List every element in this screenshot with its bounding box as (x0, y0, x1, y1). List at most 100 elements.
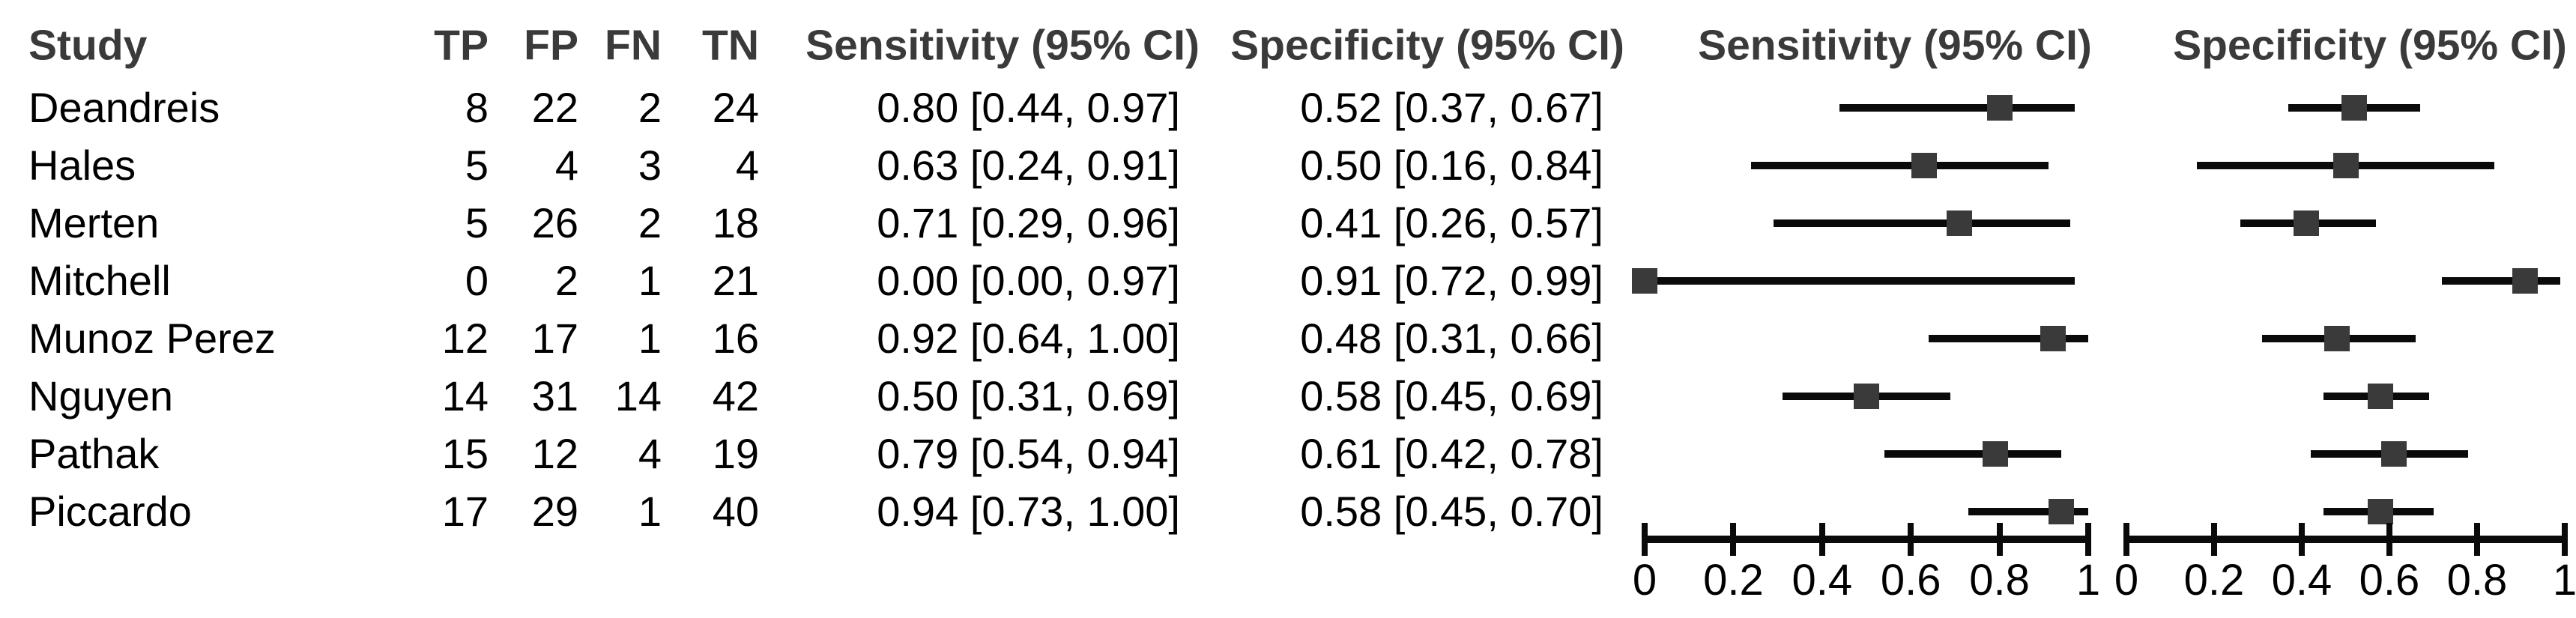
study-name: Merten (28, 199, 160, 246)
fn-value: 2 (638, 84, 662, 131)
plot-header-specificity: Specificity (95% CI) (2173, 21, 2567, 70)
x-axis-tick-label: 0.6 (1880, 556, 1941, 605)
confidence-interval-line (1645, 277, 2075, 285)
tn-value: 18 (712, 199, 759, 246)
tp-value: 12 (441, 315, 489, 362)
sensitivity-ci-text: 0.79 [0.54, 0.94] (877, 430, 1180, 477)
sensitivity-ci-text: 0.50 [0.31, 0.69] (877, 372, 1180, 419)
x-axis-line (1642, 536, 2091, 543)
tp-value: 8 (465, 84, 489, 131)
fn-value: 1 (638, 315, 662, 362)
plot-header-sensitivity: Sensitivity (95% CI) (1698, 21, 2092, 70)
confidence-interval-line (1968, 508, 2088, 515)
x-axis-tick-label: 0.4 (1792, 556, 1853, 605)
sensitivity-ci-text: 0.94 [0.73, 1.00] (877, 488, 1180, 535)
x-axis-tick-label: 0 (2114, 556, 2139, 605)
column-header-specificity-ci: Specificity (95% CI) (1230, 21, 1624, 70)
sensitivity-ci-text: 0.00 [0.00, 0.97] (877, 257, 1180, 304)
fn-value: 14 (614, 372, 662, 419)
x-axis-tick (2562, 523, 2568, 556)
point-estimate-marker (2040, 326, 2066, 351)
specificity-ci-text: 0.50 [0.16, 0.84] (1300, 142, 1603, 189)
tn-value: 19 (712, 430, 759, 477)
x-axis-tick (1996, 523, 2003, 556)
confidence-interval-line (1839, 104, 2075, 112)
x-axis-tick-label: 0.6 (2359, 556, 2420, 605)
x-axis-tick (2299, 523, 2305, 556)
point-estimate-marker (2368, 499, 2394, 524)
confidence-interval-line (1928, 335, 2088, 342)
fp-value: 26 (531, 199, 578, 246)
sensitivity-ci-text: 0.92 [0.64, 1.00] (877, 315, 1180, 362)
fp-value: 29 (531, 488, 578, 535)
column-header-tn: TN (702, 21, 759, 70)
tp-value: 17 (441, 488, 489, 535)
x-axis-tick (2386, 523, 2392, 556)
x-axis-tick-label: 0.8 (1969, 556, 2030, 605)
fp-value: 2 (554, 257, 578, 304)
x-axis-tick (1818, 523, 1825, 556)
fp-value: 17 (531, 315, 578, 362)
x-axis-tick-label: 0 (1632, 556, 1657, 605)
study-name: Pathak (28, 430, 160, 477)
point-estimate-marker (2293, 210, 2319, 236)
tp-value: 14 (441, 372, 489, 419)
point-estimate-marker (2049, 499, 2075, 524)
x-axis-tick (2474, 523, 2480, 556)
fn-value: 2 (638, 199, 662, 246)
point-estimate-marker (2512, 268, 2539, 294)
specificity-ci-text: 0.52 [0.37, 0.67] (1300, 84, 1603, 131)
x-axis-tick-label: 0.4 (2271, 556, 2332, 605)
specificity-ci-text: 0.41 [0.26, 0.57] (1300, 199, 1603, 246)
fp-value: 31 (531, 372, 578, 419)
tp-value: 0 (465, 257, 489, 304)
tn-value: 24 (712, 84, 759, 131)
fn-value: 4 (638, 430, 662, 477)
x-axis-line (2123, 536, 2568, 543)
sensitivity-ci-text: 0.71 [0.29, 0.96] (877, 199, 1180, 246)
point-estimate-marker (1854, 384, 1879, 409)
column-header-tp: TP (434, 21, 489, 70)
point-estimate-marker (1911, 153, 1937, 178)
study-name: Nguyen (28, 372, 174, 419)
x-axis-tick (1730, 523, 1737, 556)
study-name: Mitchell (28, 257, 171, 304)
point-estimate-marker (2380, 441, 2407, 467)
specificity-ci-text: 0.48 [0.31, 0.66] (1300, 315, 1603, 362)
specificity-ci-text: 0.91 [0.72, 0.99] (1300, 257, 1603, 304)
confidence-interval-line (2442, 277, 2561, 285)
column-header-fp: FP (524, 21, 578, 70)
x-axis-tick-label: 0.2 (2183, 556, 2245, 605)
column-header-sensitivity-ci: Sensitivity (95% CI) (805, 21, 1200, 70)
point-estimate-marker (1632, 268, 1657, 294)
tp-value: 15 (441, 430, 489, 477)
fn-value: 1 (638, 257, 662, 304)
point-estimate-marker (1947, 210, 1973, 236)
specificity-ci-text: 0.58 [0.45, 0.70] (1300, 488, 1603, 535)
confidence-interval-line (1773, 219, 2071, 227)
study-name: Hales (28, 142, 136, 189)
column-header-fn: FN (605, 21, 662, 70)
tn-value: 42 (712, 372, 759, 419)
study-name: Deandreis (28, 84, 220, 131)
x-axis-tick (2085, 523, 2091, 556)
specificity-ci-text: 0.58 [0.45, 0.69] (1300, 372, 1603, 419)
point-estimate-marker (1986, 95, 2013, 121)
column-header-study: Study (28, 21, 148, 70)
point-estimate-marker (2332, 153, 2359, 178)
x-axis-tick-label: 0.8 (2446, 556, 2508, 605)
tn-value: 4 (735, 142, 759, 189)
point-estimate-marker (2341, 95, 2368, 121)
sensitivity-ci-text: 0.80 [0.44, 0.97] (877, 84, 1180, 131)
fp-value: 22 (531, 84, 578, 131)
tp-value: 5 (465, 142, 489, 189)
study-name: Munoz Perez (28, 315, 276, 362)
x-axis-tick (1642, 523, 1648, 556)
sensitivity-ci-text: 0.63 [0.24, 0.91] (877, 142, 1180, 189)
fn-value: 3 (638, 142, 662, 189)
fp-value: 4 (554, 142, 578, 189)
point-estimate-marker (2323, 326, 2350, 351)
tn-value: 21 (712, 257, 759, 304)
point-estimate-marker (1982, 441, 2008, 467)
